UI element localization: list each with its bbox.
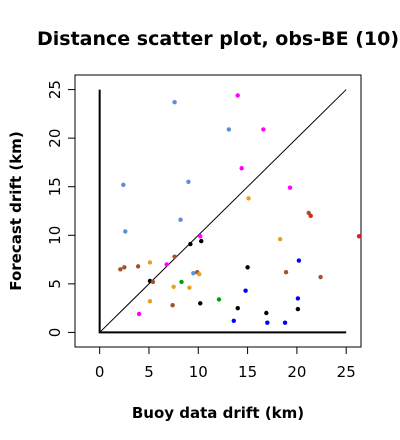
- y-tick-label: 20: [46, 129, 64, 148]
- x-tick-label: 20: [287, 363, 306, 381]
- one-to-one-line: [99, 89, 347, 333]
- data-point: [283, 270, 289, 275]
- data-point: [318, 274, 323, 280]
- data-point: [235, 305, 240, 311]
- data-point: [191, 270, 196, 276]
- data-point: [265, 320, 270, 325]
- x-tick-label: 25: [337, 363, 356, 381]
- plot-frame: [74, 74, 362, 348]
- data-point: [122, 265, 127, 270]
- data-point: [178, 217, 183, 222]
- data-point: [179, 279, 184, 285]
- chart-title: Distance scatter plot, obs-BE (10): [37, 28, 399, 50]
- data-point: [246, 196, 251, 201]
- data-point: [118, 267, 123, 272]
- x-tick-label: 0: [95, 363, 105, 381]
- data-point: [147, 299, 153, 304]
- data-point: [164, 262, 169, 267]
- data-point: [235, 93, 240, 98]
- data-point: [172, 100, 177, 105]
- data-point: [239, 166, 244, 171]
- data-point: [171, 284, 176, 289]
- plot-marks: [98, 89, 347, 334]
- data-point: [356, 234, 362, 239]
- data-point: [296, 258, 302, 263]
- y-tick-label: 25: [46, 80, 64, 99]
- data-point: [198, 301, 203, 306]
- data-point: [295, 296, 301, 301]
- y-axis-label: Forecast drift (km): [7, 131, 25, 290]
- data-point: [170, 303, 175, 308]
- data-point: [123, 229, 128, 234]
- x-axis: 0 5 10 15 20 25: [95, 347, 356, 381]
- data-point: [147, 260, 153, 265]
- data-point: [264, 310, 269, 316]
- x-axis-label: Buoy data drift (km): [132, 404, 304, 422]
- y-tick-label: 5: [46, 279, 64, 289]
- data-point: [277, 236, 283, 242]
- data-point: [121, 182, 126, 187]
- data-points: [118, 93, 362, 325]
- data-point: [245, 265, 250, 270]
- y-tick-label: 10: [46, 226, 64, 245]
- data-point: [282, 320, 288, 325]
- data-point: [199, 238, 204, 244]
- data-point: [308, 213, 313, 219]
- x-tick-label: 15: [238, 363, 257, 381]
- data-point: [186, 179, 191, 185]
- data-point: [188, 241, 193, 247]
- data-point: [243, 288, 248, 293]
- data-point: [226, 127, 232, 132]
- y-tick-label: 0: [46, 328, 64, 338]
- data-point: [287, 185, 293, 190]
- data-point: [216, 297, 222, 302]
- data-point: [198, 234, 203, 239]
- data-point: [197, 271, 202, 277]
- y-axis: 0 5 10 15 20 25: [46, 80, 75, 337]
- x-tick-label: 10: [189, 363, 208, 381]
- data-point: [136, 311, 142, 317]
- data-point: [295, 306, 301, 312]
- data-point: [187, 285, 192, 290]
- y-tick-label: 15: [46, 177, 64, 196]
- x-tick-label: 5: [144, 363, 154, 381]
- data-point: [135, 264, 141, 269]
- data-point: [261, 127, 266, 132]
- data-point: [231, 318, 236, 323]
- data-point: [150, 279, 156, 285]
- data-point: [172, 254, 177, 259]
